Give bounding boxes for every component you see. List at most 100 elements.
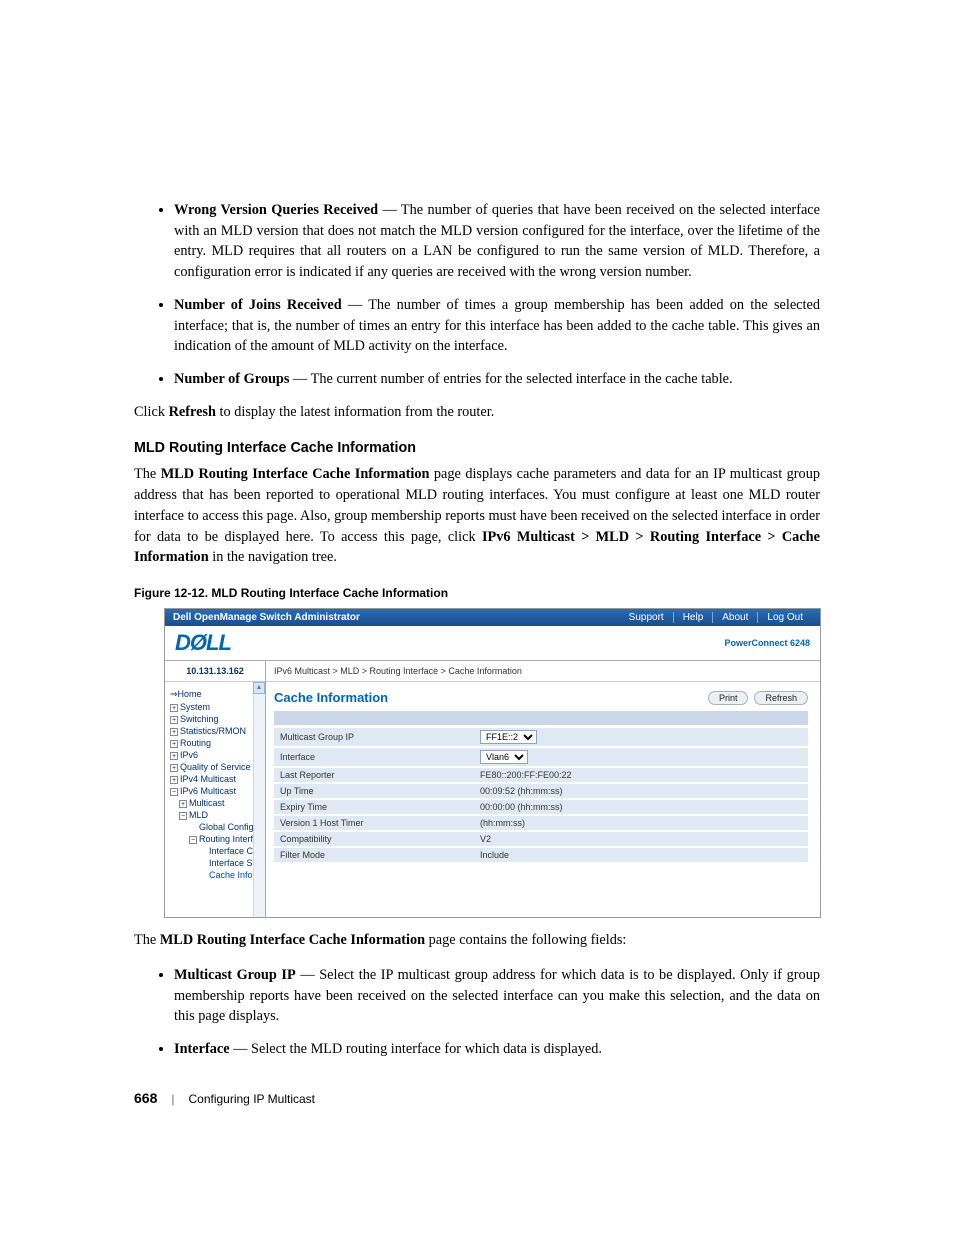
row-label: Last Reporter (274, 767, 474, 783)
section-divider (274, 711, 808, 725)
row-label: Filter Mode (274, 847, 474, 863)
logo-bar: DØLL PowerConnect 6248 (165, 626, 820, 661)
row-value: FE80::200:FF:FE00:22 (474, 767, 808, 783)
tree-expand-icon[interactable]: + (170, 764, 178, 772)
table-row: Last ReporterFE80::200:FF:FE00:22 (274, 767, 808, 783)
scrollbar-track[interactable] (253, 694, 265, 917)
text: The (134, 932, 160, 948)
tree-item[interactable]: +System (167, 701, 263, 713)
tree-label: System (180, 702, 210, 712)
tree-item[interactable]: Interface Sum (167, 857, 263, 869)
section-heading: MLD Routing Interface Cache Information (134, 440, 820, 456)
link-help[interactable]: Help (673, 612, 713, 623)
row-value: 00:09:52 (hh:mm:ss) (474, 783, 808, 799)
row-label: Multicast Group IP (274, 728, 474, 747)
footer-separator: | (171, 1092, 174, 1106)
section-paragraph: The MLD Routing Interface Cache Informat… (134, 464, 820, 568)
row-label: Expiry Time (274, 799, 474, 815)
tree-expand-icon[interactable]: + (170, 776, 178, 784)
tree-expand-icon[interactable]: − (179, 812, 187, 820)
link-logout[interactable]: Log Out (757, 612, 812, 623)
tree-label: Home (178, 689, 202, 699)
tree-expand-icon[interactable]: + (170, 740, 178, 748)
tree-label: MLD (189, 810, 208, 820)
tree-expand-icon[interactable]: + (170, 752, 178, 760)
tree-item[interactable]: −Routing Interface (167, 833, 263, 845)
table-row: Multicast Group IP FF1E::2 (274, 728, 808, 747)
tree-label: Switching (180, 714, 219, 724)
row-value: 00:00:00 (hh:mm:ss) (474, 799, 808, 815)
row-label: Interface (274, 747, 474, 767)
device-ip: 10.131.13.162 (165, 661, 265, 682)
page-title: Cache Information (274, 690, 388, 705)
tree-item[interactable]: Cache Informa (167, 869, 263, 881)
scroll-up-icon[interactable]: ▲ (253, 682, 265, 694)
row-value: V2 (474, 831, 808, 847)
row-value: Include (474, 847, 808, 863)
link-support[interactable]: Support (620, 612, 673, 623)
tree-item[interactable]: +IPv6 (167, 749, 263, 761)
footer-section: Configuring IP Multicast (188, 1092, 315, 1106)
tree-expand-icon[interactable]: + (170, 704, 178, 712)
tree-expand-icon[interactable]: + (170, 716, 178, 724)
text: page contains the following fields: (425, 932, 626, 948)
dell-logo: DØLL (175, 630, 231, 656)
bullet-item: Number of Groups — The current number of… (174, 369, 820, 390)
tree-label: Quality of Service (180, 762, 251, 772)
content-header: Cache Information Print Refresh (274, 690, 808, 705)
window-titlebar: Dell OpenManage Switch Administrator Sup… (165, 609, 820, 626)
bullet-item: Interface — Select the MLD routing inter… (174, 1039, 820, 1060)
page-footer: 668 | Configuring IP Multicast (134, 1090, 820, 1106)
content-buttons: Print Refresh (708, 691, 808, 705)
titlebar-links: Support Help About Log Out (620, 612, 812, 623)
refresh-sentence: Click Refresh to display the latest info… (134, 402, 820, 423)
tree-item[interactable]: Global Configurat (167, 821, 263, 833)
tree-item[interactable]: +IPv4 Multicast (167, 773, 263, 785)
refresh-button[interactable]: Refresh (754, 691, 808, 705)
tree-item[interactable]: +Multicast (167, 797, 263, 809)
tree-expand-icon[interactable]: + (179, 800, 187, 808)
row-label: Up Time (274, 783, 474, 799)
table-row: Interface Vlan6 (274, 747, 808, 767)
text: to display the latest information from t… (216, 404, 494, 420)
fields-intro: The MLD Routing Interface Cache Informat… (134, 930, 820, 951)
bullet-list-1: Wrong Version Queries Received — The num… (134, 200, 820, 390)
tree-item[interactable]: +Routing (167, 737, 263, 749)
tree-item[interactable]: +Quality of Service (167, 761, 263, 773)
bullet-term: Wrong Version Queries Received (174, 202, 378, 218)
tree-label: IPv6 (180, 750, 198, 760)
tree-prefix-icon: ⇒ (170, 689, 178, 699)
value-select[interactable]: Vlan6 (480, 750, 528, 764)
link-about[interactable]: About (712, 612, 757, 623)
bullet-list-2: Multicast Group IP — Select the IP multi… (134, 965, 820, 1060)
bullet-term: Interface (174, 1041, 230, 1057)
tree-item[interactable]: +Switching (167, 713, 263, 725)
tree-item[interactable]: Interface Confi (167, 845, 263, 857)
text: The (134, 466, 161, 482)
content-area: Cache Information Print Refresh Multicas… (266, 682, 820, 874)
row-value: Vlan6 (474, 747, 808, 767)
row-label: Version 1 Host Timer (274, 815, 474, 831)
print-button[interactable]: Print (708, 691, 749, 705)
bullet-desc: — Select the MLD routing interface for w… (230, 1041, 602, 1057)
row-value: (hh:mm:ss) (474, 815, 808, 831)
tree-item[interactable]: −MLD (167, 809, 263, 821)
screenshot-body: 10.131.13.162 ▲ ⇒Home+System+Switching+S… (165, 661, 820, 917)
table-row: Expiry Time00:00:00 (hh:mm:ss) (274, 799, 808, 815)
figure-caption: Figure 12-12. MLD Routing Interface Cach… (134, 586, 820, 600)
tree-item[interactable]: −IPv6 Multicast (167, 785, 263, 797)
tree-label: Multicast (189, 798, 225, 808)
tree-item[interactable]: +Statistics/RMON (167, 725, 263, 737)
table-row: Up Time00:09:52 (hh:mm:ss) (274, 783, 808, 799)
tree-expand-icon[interactable]: + (170, 728, 178, 736)
bullet-item: Number of Joins Received — The number of… (174, 295, 820, 357)
tree-item[interactable]: ⇒Home (167, 688, 263, 701)
breadcrumb: IPv6 Multicast > MLD > Routing Interface… (266, 661, 820, 682)
table-row: Version 1 Host Timer (hh:mm:ss) (274, 815, 808, 831)
tree-label: Statistics/RMON (180, 726, 246, 736)
value-select[interactable]: FF1E::2 (480, 730, 537, 744)
tree-expand-icon[interactable]: − (189, 836, 197, 844)
bullet-term: Number of Groups (174, 371, 289, 387)
tree-expand-icon[interactable]: − (170, 788, 178, 796)
info-table: Multicast Group IP FF1E::2Interface Vlan6L… (274, 728, 808, 864)
